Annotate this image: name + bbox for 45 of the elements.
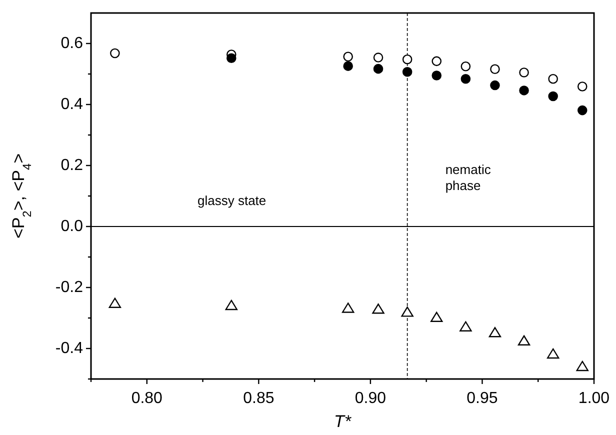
x-tick-label: 0.80 [131, 390, 163, 407]
point [432, 70, 442, 80]
point [460, 61, 471, 72]
point [402, 54, 412, 64]
x-axis-title: T* [334, 412, 352, 431]
y-tick-label: -0.2 [55, 279, 84, 296]
x-tick-label: 1.00 [578, 390, 610, 407]
point [342, 302, 354, 313]
point [401, 306, 414, 317]
point [343, 52, 353, 62]
point [576, 360, 588, 372]
y-tick-label: 0.6 [60, 35, 84, 52]
point [432, 56, 442, 66]
point [577, 82, 588, 92]
annotation: nematic phase [445, 162, 492, 193]
x-tick-label: 0.90 [354, 390, 386, 407]
x-tick-label: 0.85 [243, 390, 274, 407]
point [343, 61, 353, 71]
annotation: glassy state [198, 193, 266, 208]
point [372, 304, 384, 314]
point [519, 68, 529, 78]
point [548, 91, 558, 102]
point [373, 52, 384, 62]
point [546, 348, 560, 359]
point [577, 105, 588, 116]
point [490, 80, 500, 90]
point [460, 321, 472, 332]
point [488, 327, 502, 338]
y-tick-label: 0.2 [60, 157, 84, 174]
point [430, 312, 443, 322]
point [490, 64, 500, 74]
point [110, 48, 120, 58]
point [518, 335, 530, 346]
y-tick-label: 0.4 [60, 96, 84, 113]
y-tick-label: 0.0 [60, 218, 84, 235]
point [548, 74, 558, 84]
y-tick-label: -0.4 [55, 340, 84, 357]
point [460, 74, 471, 84]
point [402, 66, 412, 77]
point [519, 86, 529, 96]
point [108, 298, 122, 308]
x-tick-label: 0.95 [466, 390, 498, 407]
point [226, 53, 236, 64]
point [225, 300, 238, 310]
point [373, 64, 384, 74]
